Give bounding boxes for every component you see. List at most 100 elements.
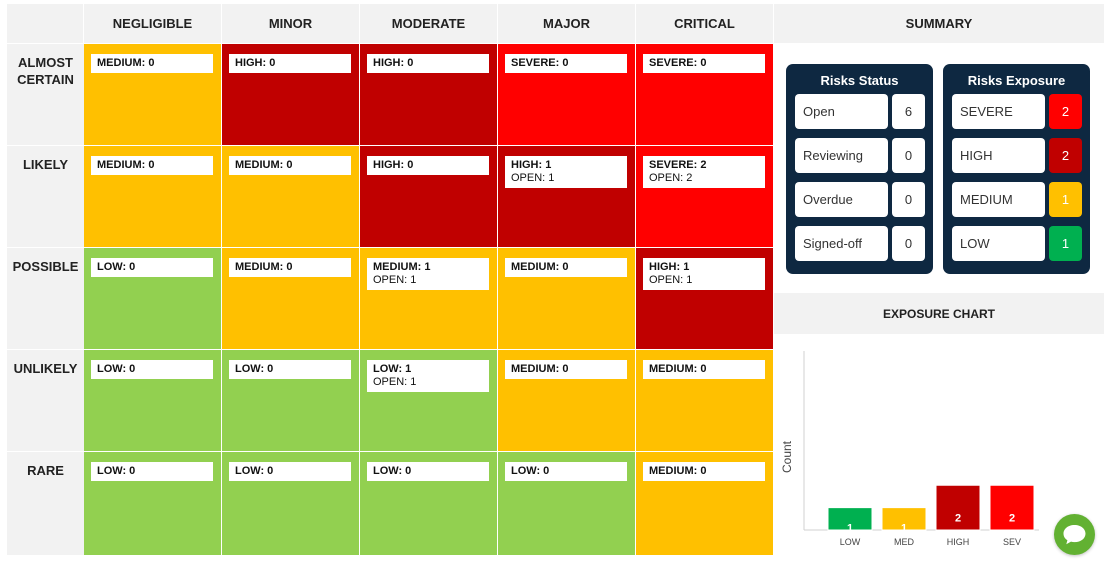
cell-count-box[interactable]: MEDIUM: 0: [91, 156, 213, 175]
impact-header-minor: MINOR: [222, 4, 360, 43]
matrix-cell[interactable]: SEVERE: 0: [636, 44, 773, 146]
risk-matrix: NEGLIGIBLE MINOR MODERATE MAJOR CRITICAL…: [7, 4, 773, 555]
impact-header-moderate: MODERATE: [360, 4, 498, 43]
matrix-cell[interactable]: LOW: 0: [498, 452, 636, 555]
cell-open-count: OPEN: 1: [649, 274, 693, 286]
matrix-cell[interactable]: MEDIUM: 1 OPEN: 1: [360, 248, 498, 350]
likelihood-label-unlikely: UNLIKELY: [7, 350, 84, 452]
cell-level: MEDIUM: 0: [97, 159, 155, 171]
summary-title: SUMMARY: [774, 4, 1104, 43]
cell-count-box[interactable]: LOW: 1 OPEN: 1: [367, 360, 489, 392]
cell-count-box[interactable]: LOW: 0: [367, 462, 489, 481]
cell-count-box[interactable]: MEDIUM: 0: [643, 462, 765, 481]
exposure-value: 1: [1049, 182, 1082, 217]
risks-status-title: Risks Status: [820, 73, 899, 88]
cell-count-box[interactable]: LOW: 0: [91, 462, 213, 481]
cell-level: SEVERE: 2: [649, 159, 707, 171]
matrix-cell[interactable]: HIGH: 0: [360, 146, 498, 248]
matrix-cell[interactable]: MEDIUM: 0: [636, 452, 773, 555]
cell-level: LOW: 1: [373, 363, 412, 375]
cell-level: MEDIUM: 0: [649, 465, 707, 477]
matrix-cell[interactable]: MEDIUM: 0: [222, 146, 360, 248]
matrix-cell[interactable]: MEDIUM: 0: [84, 146, 222, 248]
cell-level: HIGH: 0: [373, 57, 414, 69]
bars-group: 1 LOW 1 MED 2 HIGH 2 SEV: [827, 484, 1035, 547]
cell-count-box[interactable]: LOW: 0: [91, 360, 213, 379]
cell-level: MEDIUM: 0: [235, 159, 293, 171]
bar-high[interactable]: [935, 484, 981, 531]
risks-exposure-panel: Risks Exposure SEVERE 2 HIGH 2 MEDIUM 1 …: [943, 64, 1090, 274]
cell-level: MEDIUM: 0: [511, 261, 569, 273]
y-axis-label: Count: [780, 440, 794, 473]
cell-count-box[interactable]: LOW: 0: [91, 258, 213, 277]
matrix-cell[interactable]: LOW: 0: [84, 248, 222, 350]
x-tick-label: HIGH: [947, 537, 970, 547]
chat-button[interactable]: [1054, 514, 1095, 555]
cell-count-box[interactable]: MEDIUM: 0: [643, 360, 765, 379]
bar-value-label: 2: [955, 512, 961, 524]
cell-count-box[interactable]: LOW: 0: [229, 462, 351, 481]
matrix-cell[interactable]: LOW: 0: [360, 452, 498, 555]
cell-count-box[interactable]: MEDIUM: 0: [91, 54, 213, 73]
cell-open-count: OPEN: 2: [649, 172, 693, 184]
cell-count-box[interactable]: MEDIUM: 0: [505, 360, 627, 379]
matrix-cell[interactable]: LOW: 0: [84, 350, 222, 452]
exposure-label: HIGH: [952, 138, 1045, 173]
matrix-cell[interactable]: LOW: 1 OPEN: 1: [360, 350, 498, 452]
likelihood-label-almost-certain: ALMOST CERTAIN: [7, 44, 84, 146]
likelihood-label-rare: RARE: [7, 452, 84, 555]
matrix-cell[interactable]: LOW: 0: [84, 452, 222, 555]
cell-level: LOW: 0: [235, 465, 274, 477]
matrix-cell[interactable]: LOW: 0: [222, 452, 360, 555]
exposure-value: 2: [1049, 138, 1082, 173]
cell-count-box[interactable]: SEVERE: 0: [505, 54, 627, 73]
cell-level: MEDIUM: 0: [511, 363, 569, 375]
cell-count-box[interactable]: MEDIUM: 0: [229, 156, 351, 175]
cell-level: SEVERE: 0: [511, 57, 569, 69]
matrix-corner: [7, 4, 84, 43]
x-tick-label: SEV: [1003, 537, 1021, 547]
cell-count-box[interactable]: HIGH: 0: [367, 54, 489, 73]
cell-count-box[interactable]: HIGH: 0: [367, 156, 489, 175]
cell-count-box[interactable]: SEVERE: 2 OPEN: 2: [643, 156, 765, 188]
bar-low[interactable]: [827, 507, 873, 531]
cell-count-box[interactable]: MEDIUM: 0: [229, 258, 351, 277]
exposure-chart: Count 1 LOW 1 MED 2 HIGH 2 SEV: [780, 351, 1039, 547]
likelihood-label-likely: LIKELY: [7, 146, 84, 248]
cell-count-box[interactable]: SEVERE: 0: [643, 54, 765, 73]
summary-section: SUMMARY Risks Status Open 6 Reviewing 0 …: [774, 4, 1104, 555]
cell-level: LOW: 0: [511, 465, 550, 477]
matrix-cell[interactable]: HIGH: 0: [360, 44, 498, 146]
matrix-cell[interactable]: MEDIUM: 0: [222, 248, 360, 350]
cell-level: LOW: 0: [373, 465, 412, 477]
cell-open-count: OPEN: 1: [373, 274, 417, 286]
cell-count-box[interactable]: LOW: 0: [229, 360, 351, 379]
matrix-cell[interactable]: SEVERE: 0: [498, 44, 636, 146]
cell-count-box[interactable]: HIGH: 0: [229, 54, 351, 73]
matrix-cell[interactable]: SEVERE: 2 OPEN: 2: [636, 146, 773, 248]
status-label: Overdue: [795, 182, 888, 217]
matrix-cell[interactable]: HIGH: 0: [222, 44, 360, 146]
cell-level: LOW: 0: [97, 261, 136, 273]
matrix-cell[interactable]: MEDIUM: 0: [84, 44, 222, 146]
matrix-cell[interactable]: HIGH: 1 OPEN: 1: [636, 248, 773, 350]
exposure-label: SEVERE: [952, 94, 1045, 129]
matrix-cell[interactable]: LOW: 0: [222, 350, 360, 452]
matrix-cell[interactable]: MEDIUM: 0: [636, 350, 773, 452]
matrix-cell[interactable]: MEDIUM: 0: [498, 248, 636, 350]
status-label: Open: [795, 94, 888, 129]
impact-header-critical: CRITICAL: [636, 4, 773, 43]
cell-count-box[interactable]: LOW: 0: [505, 462, 627, 481]
matrix-cell[interactable]: HIGH: 1 OPEN: 1: [498, 146, 636, 248]
cell-level: SEVERE: 0: [649, 57, 707, 69]
bar-sev[interactable]: [989, 484, 1035, 531]
cell-count-box[interactable]: MEDIUM: 0: [505, 258, 627, 277]
matrix-cell[interactable]: MEDIUM: 0: [498, 350, 636, 452]
cell-count-box[interactable]: HIGH: 1 OPEN: 1: [643, 258, 765, 290]
cell-count-box[interactable]: HIGH: 1 OPEN: 1: [505, 156, 627, 188]
cell-count-box[interactable]: MEDIUM: 1 OPEN: 1: [367, 258, 489, 290]
cell-open-count: OPEN: 1: [373, 376, 417, 388]
bar-value-label: 1: [847, 523, 853, 535]
bar-med[interactable]: [881, 507, 927, 531]
impact-header-major: MAJOR: [498, 4, 636, 43]
